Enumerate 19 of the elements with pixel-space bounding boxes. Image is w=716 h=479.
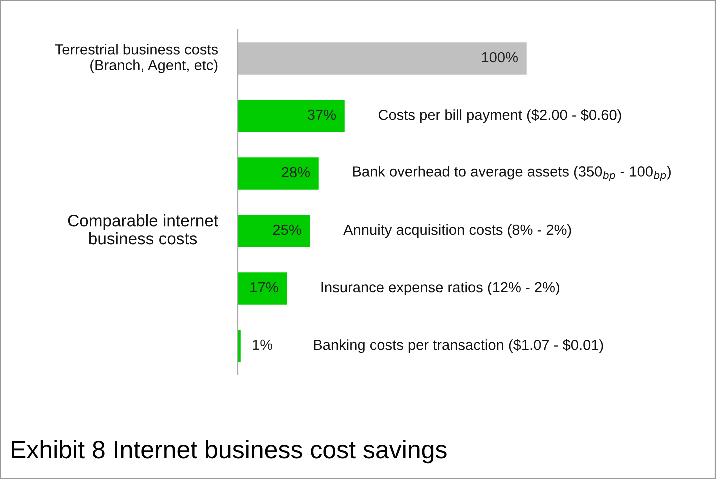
y-tick-label: Banking costs per transaction ($1.07 - $0.01) xyxy=(314,339,604,354)
data-label: 28% xyxy=(282,167,310,178)
data-label: 25% xyxy=(273,224,302,236)
data-label: 37% xyxy=(308,110,336,120)
data-label: 100% xyxy=(482,52,518,63)
bar xyxy=(238,215,310,248)
y-tick-label: Insurance expense ratios (12% - 2%) xyxy=(322,282,560,296)
bar xyxy=(238,272,288,305)
y-tick-label: Costs per bill payment ($2.00 - $0.60) xyxy=(378,109,622,124)
text: Terrestrial business costs (Branch, Agent, etc) xyxy=(55,44,218,74)
bar xyxy=(238,100,345,132)
bar xyxy=(238,158,319,190)
bar xyxy=(238,42,527,75)
text: Comparable internet business costs xyxy=(68,214,218,245)
y-tick-label: Annuity acquisition costs (8% - 2%) xyxy=(344,224,572,238)
data-label: 17% xyxy=(250,282,278,293)
data-label: 1% xyxy=(253,340,273,350)
y-tick-label: Bank overhead to average assets (350$_{bp}$ - 100$_{bp}$) xyxy=(353,166,671,182)
text: Exhibit 8 Internet business cost savings xyxy=(12,440,447,464)
